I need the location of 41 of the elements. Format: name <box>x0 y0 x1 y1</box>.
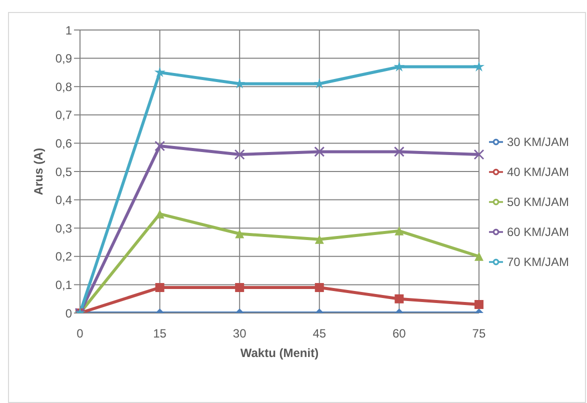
point <box>474 252 484 261</box>
legend-label: 70 KM/JAM <box>506 254 569 268</box>
y-tick-label: 0,3 <box>55 221 72 236</box>
point <box>314 234 324 244</box>
y-tick-label: 0,1 <box>55 278 72 292</box>
y-tick-label: 0,2 <box>55 250 72 264</box>
y-tick-label: 0,9 <box>55 52 72 66</box>
x-axis-title: Waktu (Menit) <box>240 346 319 360</box>
y-axis-title: Arus (A) <box>31 148 46 196</box>
legend-label: 40 KM/JAM <box>506 164 569 178</box>
point <box>473 60 485 72</box>
x-tick-label: 15 <box>153 326 167 341</box>
y-tick-label: 1 <box>65 23 72 38</box>
point <box>155 283 164 292</box>
x-tick-label: 60 <box>392 326 406 341</box>
point <box>394 60 405 72</box>
point <box>394 294 404 304</box>
point <box>234 149 245 160</box>
point <box>474 149 484 160</box>
y-tick-label: 0,6 <box>55 136 72 150</box>
point <box>235 229 244 238</box>
y-tick-label: 0,4 <box>55 193 72 208</box>
y-tick-label: 0 <box>65 306 72 320</box>
y-tick-label: 0,7 <box>55 108 72 122</box>
legend-label: 60 KM/JAM <box>506 224 569 238</box>
x-tick-label: 30 <box>232 326 247 341</box>
point <box>394 226 404 236</box>
point <box>474 300 484 310</box>
legend-label: 30 KM/JAM <box>506 134 569 148</box>
point <box>235 283 244 292</box>
y-tick-label: 0,8 <box>55 80 72 94</box>
point <box>394 146 404 157</box>
point <box>154 140 166 152</box>
point <box>154 66 166 78</box>
x-tick-label: 45 <box>312 326 326 341</box>
point <box>314 146 325 157</box>
legend-label: 50 KM/JAM <box>506 194 569 208</box>
x-tick-label: 75 <box>472 326 486 341</box>
point <box>314 283 324 292</box>
x-tick-label: 0 <box>76 326 84 341</box>
y-tick-label: 0,5 <box>55 164 72 179</box>
